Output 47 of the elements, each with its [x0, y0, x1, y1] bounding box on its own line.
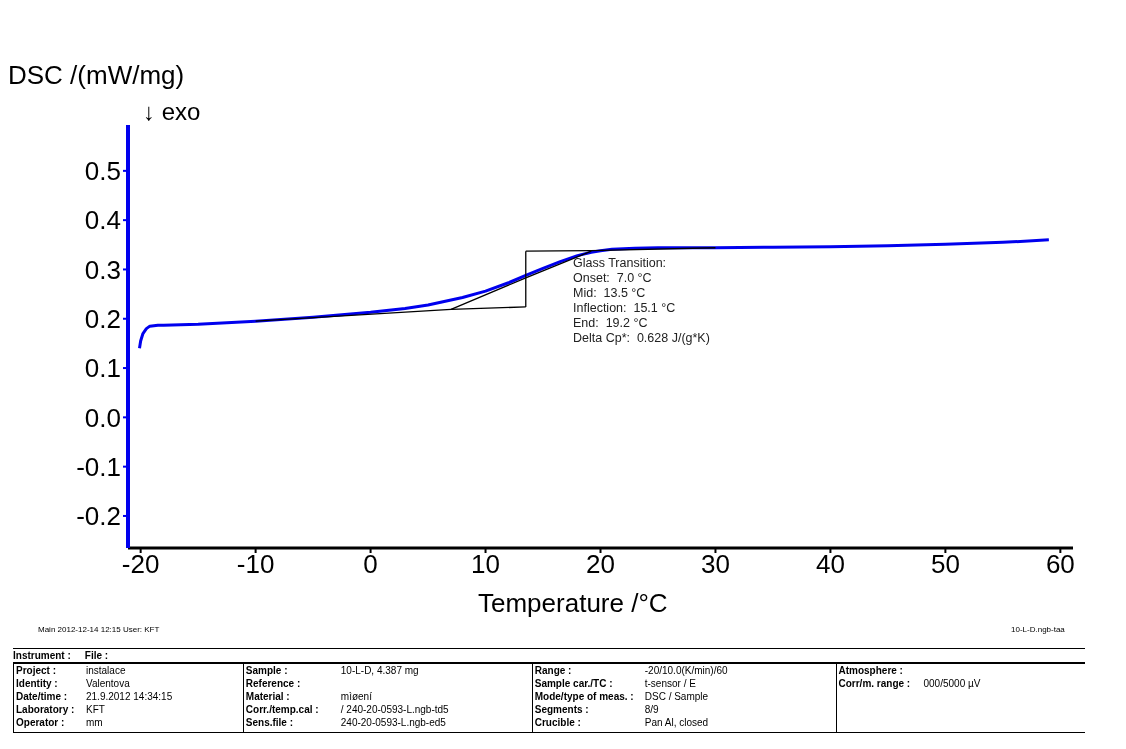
- x-tick-label: 0: [363, 549, 378, 580]
- annotation: Inflection: 15.1 °C: [573, 301, 677, 316]
- annotation: Glass Transition:: [573, 256, 668, 271]
- text: Corr/m. range : 000/5000 µV: [838, 678, 981, 689]
- text: Instrument :: [13, 649, 71, 662]
- x-tick-label: 30: [701, 549, 730, 580]
- text: Reference :: [245, 677, 302, 690]
- x-axis-title: Temperature /°C: [478, 588, 668, 619]
- text: Corr./temp.cal : / 240-20-0593-L.ngb-td5: [245, 704, 449, 715]
- text: Material : mìøení: [245, 691, 372, 702]
- text: Sample car./TC : t-sensor / E: [534, 678, 696, 689]
- y-tick-label: -0.2: [76, 501, 121, 532]
- y-tick-label: 0.3: [84, 254, 121, 285]
- text: Operator : mm: [16, 717, 103, 728]
- text: File :: [84, 649, 109, 662]
- text: Range : -20/10.0(K/min)/60: [534, 665, 728, 676]
- text: Atmosphere :: [838, 664, 904, 677]
- x-tick-label: 50: [930, 549, 960, 580]
- x-tick-label: 40: [815, 549, 845, 580]
- x-tick-label: 10: [471, 549, 500, 580]
- text: Segments : 8/9: [534, 704, 659, 715]
- y-tick-label: 0.1: [84, 353, 121, 384]
- text: Sample : 10-L-D, 4.387 mg: [245, 665, 419, 676]
- y-tick-label: 0.5: [84, 156, 121, 187]
- y-tick-label: -0.1: [76, 451, 121, 482]
- x-tick-label: -20: [121, 549, 160, 580]
- text: Project : instalace: [16, 665, 126, 676]
- text: Mode/type of meas. : DSC / Sample: [534, 690, 709, 703]
- y-tick-label: 0.2: [84, 303, 121, 334]
- annotation: Mid: 13.5 °C: [573, 286, 647, 301]
- text: Main 2012-12-14 12:15 User: KFT: [38, 625, 160, 634]
- text: Laboratory : KFT: [16, 703, 105, 716]
- x-tick-label: -10: [236, 549, 275, 580]
- text: Sens.file : 240-20-0593-L.ngb-ed5: [245, 717, 446, 728]
- x-tick-label: 60: [1045, 549, 1075, 580]
- y-tick-label: 0.4: [84, 205, 121, 236]
- annotation: Delta Cp*: 0.628 J/(g*K): [573, 331, 710, 346]
- text: ↓ exo: [143, 98, 201, 126]
- text: Date/time : 21.9.2012 14:34:15: [16, 691, 173, 702]
- text: 10-L-D.ngb-taa: [1011, 625, 1065, 634]
- text: Identity : Valentova: [16, 678, 130, 689]
- y-tick-label: 0.0: [84, 402, 121, 433]
- x-tick-label: 20: [586, 549, 615, 580]
- annotation: Onset: 7.0 °C: [573, 271, 653, 286]
- text: Crucible : Pan Al, closed: [534, 717, 709, 728]
- annotation: End: 19.2 °C: [573, 316, 649, 331]
- y-axis-title: DSC /(mW/mg): [8, 60, 185, 91]
